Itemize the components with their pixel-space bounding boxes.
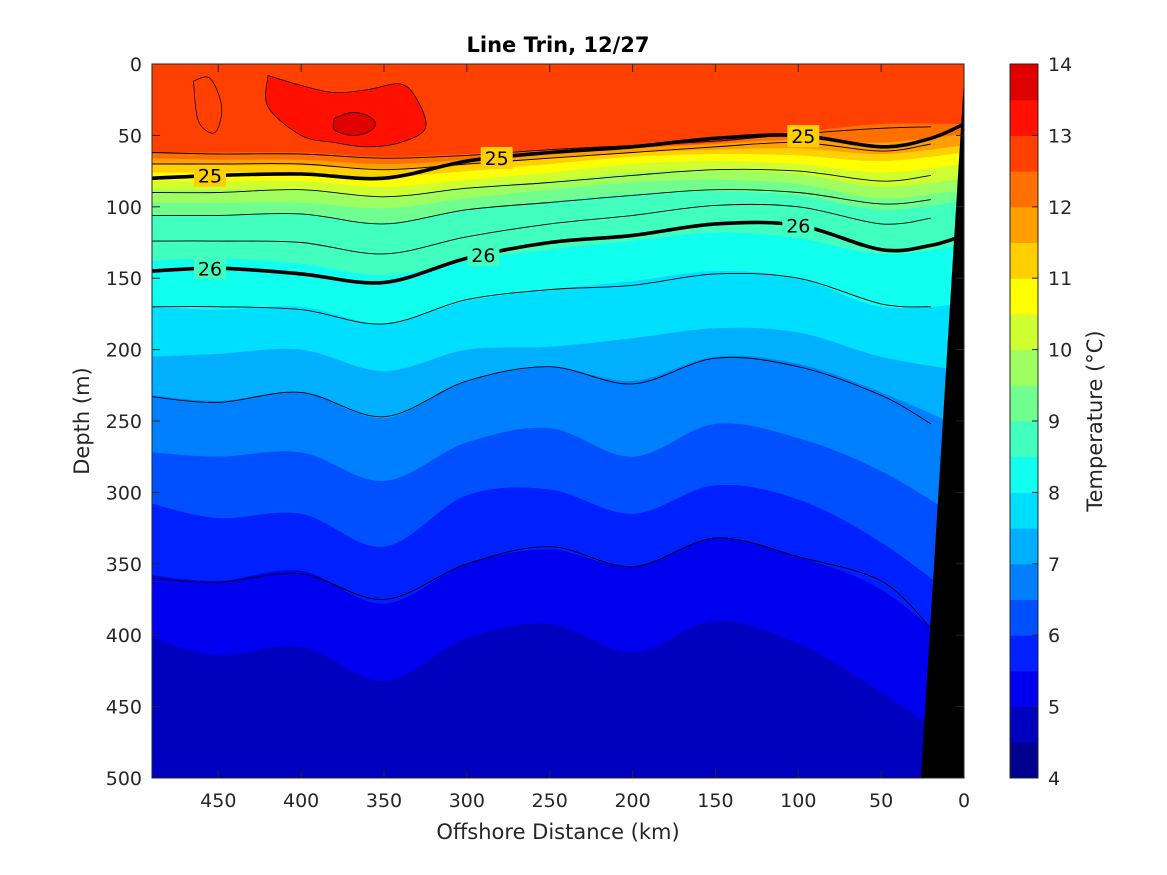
- colorbar-segment: [1010, 385, 1038, 422]
- bathymetry-mask: [920, 78, 964, 778]
- y-tick-label: 100: [106, 197, 142, 219]
- plot-area: [152, 64, 964, 778]
- x-tick-label: 100: [780, 790, 816, 812]
- thin-contour-6: [152, 356, 932, 425]
- colorbar-segment: [1010, 563, 1038, 600]
- x-tick-label: 150: [697, 790, 733, 812]
- x-tick-label: 400: [283, 790, 319, 812]
- x-tick-label: 200: [614, 790, 650, 812]
- colorbar-tick-label: 11: [1048, 268, 1072, 290]
- colorbar-tick-label: 12: [1048, 197, 1072, 219]
- svg-text:26: 26: [198, 259, 222, 281]
- colorbar-label: Temperature (°C): [1083, 330, 1107, 512]
- contour-label-25-1: 25: [480, 147, 513, 170]
- y-axis: 0 50 100 150 200 250 300 350 400 450 500: [106, 54, 964, 790]
- colorbar-segment: [1010, 670, 1038, 708]
- thin-contour-3: [152, 189, 931, 225]
- chart-title: Line Trin, 12/27: [466, 33, 649, 57]
- y-tick-label: 450: [106, 697, 142, 719]
- y-tick-label: 50: [118, 125, 142, 147]
- y-tick-label: 350: [106, 554, 142, 576]
- svg-text:26: 26: [786, 215, 810, 237]
- colorbar-tick-label: 5: [1048, 697, 1060, 719]
- colorbar-tick-label: 9: [1048, 411, 1060, 433]
- warm-core-13-5: [332, 112, 377, 136]
- colorbar-segment: [1010, 635, 1038, 672]
- colorbar: 4 5 6 7 8 9 10 11 12 13 14: [1009, 54, 1072, 790]
- y-tick-label: 250: [106, 411, 142, 433]
- colorbar-tick-label: 4: [1048, 768, 1060, 790]
- thin-contour-2: [152, 168, 931, 198]
- x-tick-label: 250: [532, 790, 568, 812]
- colorbar-tick-label: 6: [1048, 625, 1060, 647]
- colorbar-segment: [1010, 64, 1038, 101]
- thin-contour-7: [152, 537, 932, 629]
- x-axis: 450 400 350 300 250 200 150 100 50 0: [200, 64, 970, 812]
- colorbar-tick-label: 7: [1048, 554, 1060, 576]
- bathymetry-wedge: [920, 78, 964, 778]
- svg-text:26: 26: [471, 245, 495, 267]
- isopycnal-26: [152, 220, 964, 285]
- y-tick-label: 150: [106, 268, 142, 290]
- isopycnal-lines: [152, 122, 964, 285]
- y-tick-label: 300: [106, 482, 142, 504]
- contour-label-25-0: 25: [194, 164, 226, 188]
- colorbar-segment: [1010, 599, 1038, 636]
- colorbar-tick-label: 10: [1048, 340, 1072, 362]
- y-axis-label: Depth (m): [70, 367, 94, 474]
- colorbar-segment: [1010, 349, 1038, 386]
- colorbar-segment: [1010, 528, 1038, 565]
- x-tick-label: 450: [200, 790, 236, 812]
- colorbar-segment: [1010, 278, 1038, 315]
- colorbar-segment: [1010, 99, 1038, 136]
- x-axis-label: Offshore Distance (km): [436, 820, 679, 844]
- colorbar-segment: [1010, 742, 1038, 779]
- contour-label-26-0: 26: [194, 257, 226, 281]
- contour-labels: 25 25 25 26 26 26: [194, 125, 820, 281]
- colorbar-segment: [1010, 456, 1038, 493]
- warm-patch-12-5: [193, 76, 223, 134]
- temperature-fills: [152, 64, 964, 778]
- y-tick-label: 0: [130, 54, 142, 76]
- x-tick-label: 50: [869, 790, 893, 812]
- contour-label-25-2: 25: [787, 125, 820, 148]
- warm-core-13: [265, 74, 427, 148]
- svg-text:25: 25: [485, 148, 509, 170]
- svg-text:25: 25: [791, 126, 815, 148]
- colorbar-segment: [1010, 421, 1038, 458]
- thin-contour-4: [152, 203, 931, 255]
- svg-text:25: 25: [198, 166, 222, 188]
- colorbar-segment: [1010, 171, 1038, 208]
- x-tick-label: 300: [449, 790, 485, 812]
- colorbar-tick-label: 8: [1048, 482, 1060, 504]
- colorbar-segment: [1010, 492, 1038, 529]
- colorbar-segment: [1010, 242, 1038, 279]
- thin-contour-5: [152, 272, 931, 325]
- y-tick-label: 400: [106, 625, 142, 647]
- colorbar-segment: [1010, 313, 1038, 351]
- y-tick-label: 200: [106, 340, 142, 362]
- colorbar-segment: [1010, 135, 1038, 172]
- colorbar-tick-label: 13: [1048, 125, 1072, 147]
- isopycnal-25: [152, 122, 964, 181]
- x-tick-label: 0: [958, 790, 970, 812]
- colorbar-segment: [1010, 206, 1038, 243]
- x-tick-label: 350: [366, 790, 402, 812]
- y-tick-label: 500: [106, 768, 142, 790]
- colorbar-segment: [1010, 706, 1038, 743]
- contour-label-26-1: 26: [467, 244, 500, 267]
- fill-band-5: [152, 620, 964, 778]
- contour-label-26-2: 26: [782, 214, 815, 237]
- colorbar-tick-label: 14: [1048, 54, 1072, 76]
